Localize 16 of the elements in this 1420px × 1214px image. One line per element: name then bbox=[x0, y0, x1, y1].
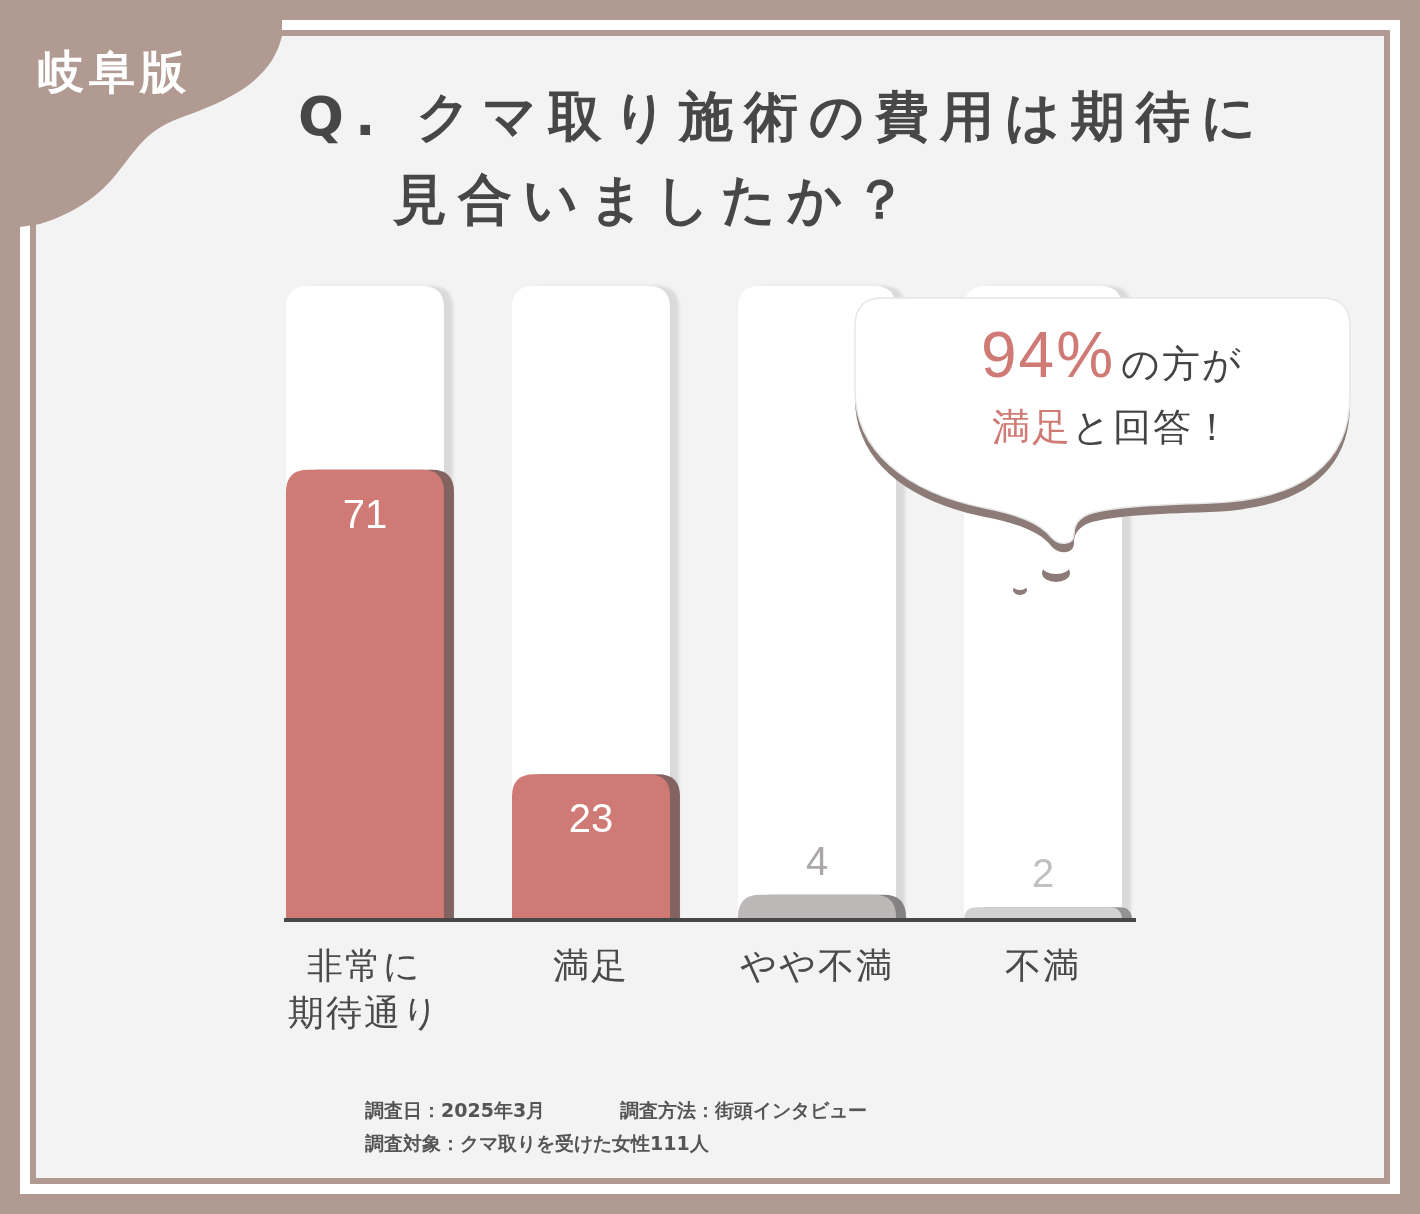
x-tick-label: 満足 bbox=[552, 945, 629, 986]
text: 調査対象：クマ取りを受けた女性111人 bbox=[365, 1132, 710, 1154]
data-label: 4 bbox=[805, 838, 829, 883]
x-tick-label: 非常に期待通り bbox=[288, 945, 442, 1033]
text: 調査方法：街頭インタビュー bbox=[620, 1099, 867, 1121]
text: 調査日：2025年3月 bbox=[365, 1099, 546, 1121]
chart-subtitle: 岐阜版 bbox=[38, 45, 191, 99]
data-label: 23 bbox=[568, 796, 614, 841]
chart-title: Q. クマ取り施術の費用は期待に見合いましたか？ bbox=[298, 85, 1268, 231]
x-tick-label: 不満 bbox=[1005, 945, 1082, 986]
data-label: 2 bbox=[1031, 851, 1055, 896]
bar bbox=[738, 894, 896, 920]
bar bbox=[512, 774, 670, 920]
x-tick-label: やや不満 bbox=[740, 945, 895, 986]
text: 94%の方が満足と回答！ bbox=[980, 319, 1244, 449]
data-label: 71 bbox=[342, 491, 388, 536]
